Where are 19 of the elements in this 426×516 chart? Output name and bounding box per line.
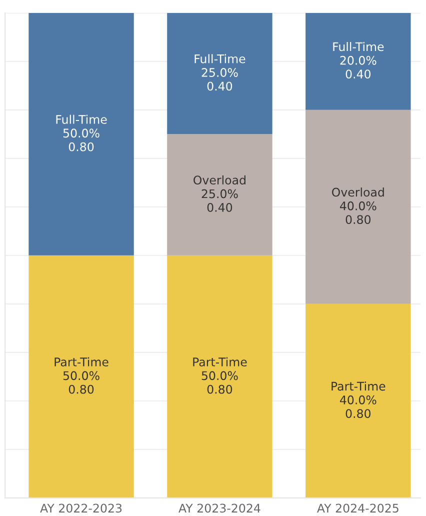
text: Full-Time bbox=[56, 114, 107, 124]
data-label: 50.0% 0.80 bbox=[202, 371, 238, 394]
data-label: 25.0% 0.40 bbox=[202, 189, 238, 212]
series-label: Full-Time bbox=[333, 42, 384, 52]
text: Full-Time bbox=[194, 54, 246, 64]
x-tick-label: AY 2022-2023 bbox=[40, 504, 122, 513]
data-label: 25.0% 0.40 bbox=[202, 68, 238, 91]
text: Part-Time bbox=[54, 357, 108, 366]
data-label: 20.0% 0.40 bbox=[340, 56, 376, 78]
x-tick-label: AY 2024-2025 bbox=[317, 504, 398, 513]
series-label: Overload bbox=[332, 188, 384, 197]
x-tick-label: AY 2023-2024 bbox=[178, 504, 260, 513]
data-label: 50.0% 0.80 bbox=[63, 128, 100, 152]
series-label: Part-Time bbox=[332, 382, 386, 391]
text: Part-Time bbox=[193, 357, 247, 366]
data-label: 40.0% 0.80 bbox=[340, 201, 376, 224]
data-label: 50.0% 0.80 bbox=[63, 371, 100, 394]
text: Overload bbox=[194, 175, 246, 185]
data-label: 40.0% 0.80 bbox=[340, 395, 376, 418]
